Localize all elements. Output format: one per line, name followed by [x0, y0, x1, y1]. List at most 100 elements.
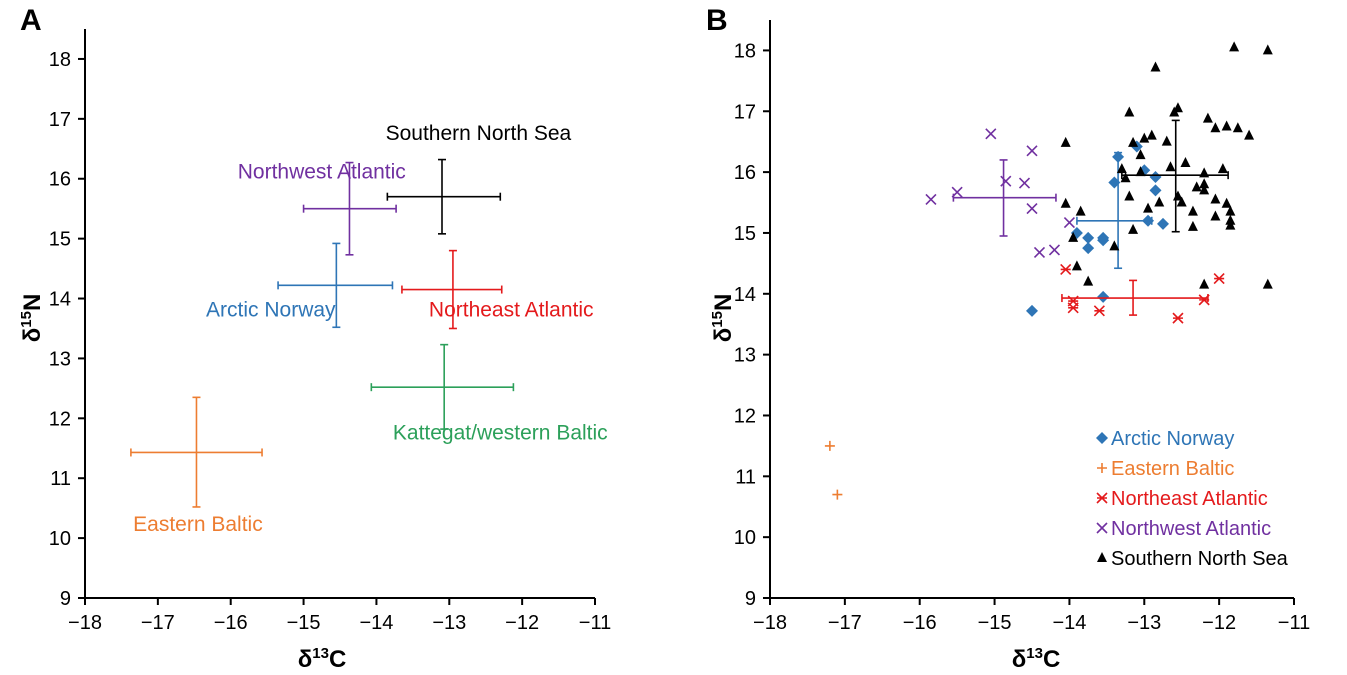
panel-b-southern-north-sea-point [1154, 196, 1165, 207]
panel-b-y-tick-label: 13 [734, 345, 756, 367]
panel-a-x-tick-label: −18 [68, 612, 102, 634]
panel-b-northwest-atlantic-point [1063, 217, 1075, 229]
panel-a-y-tick-label: 16 [49, 169, 71, 191]
panel-a-eastern-baltic-label: Eastern Baltic [133, 513, 263, 536]
panel-b-x-tick-label: −17 [828, 612, 862, 634]
panel-a-x-tick-label: −16 [214, 612, 248, 634]
legend-northeast-atlantic-marker [1096, 492, 1108, 504]
panel-b-southern-north-sea-point [1262, 278, 1273, 289]
panel-b-y-tick-label: 15 [734, 223, 756, 245]
panel-b-x-tick-label: −18 [753, 612, 787, 634]
panel-b-southern-north-sea-point [1135, 149, 1146, 160]
panel-b-southern-north-sea-point [1128, 223, 1139, 234]
panel-b-northeast-atlantic-point [1213, 273, 1225, 285]
panel-b-y-axis-label: δ15N [709, 294, 737, 343]
panel-a-y-tick-label: 14 [49, 289, 71, 311]
panel-b-y-tick-label: 9 [745, 588, 756, 610]
panel-a-kattegat-western-baltic-label: Kattegat/western Baltic [393, 421, 608, 444]
panel-a-northeast-atlantic-label: Northeast Atlantic [429, 298, 594, 321]
panel-a-plot: −18 −17 −16 −15 −14 −13 −12 −11 9 10 11 12 13 14 15 16 1… [49, 29, 611, 634]
panel-a-x-tick-label: −14 [359, 612, 393, 634]
panel-b-southern-north-sea-point [1187, 205, 1198, 216]
panel-b-southern-north-sea-point [1232, 122, 1243, 133]
panel-b-southern-north-sea-point [1143, 202, 1154, 213]
panel-b-southern-north-sea-point [1150, 61, 1161, 72]
panel-b-x-tick-label: −15 [978, 612, 1012, 634]
panel-b-southern-north-sea-point [1124, 106, 1135, 117]
panel-b-southern-north-sea-point [1199, 278, 1210, 289]
panel-b-southern-north-sea-point [1116, 163, 1127, 174]
panel-b-southern-north-sea-point [1210, 210, 1221, 221]
panel-b-southern-north-sea-point [1229, 41, 1240, 52]
panel-b-southern-north-sea-point [1120, 172, 1131, 183]
panel-b-southern-north-sea-point [1217, 163, 1228, 174]
panel-b-x-axis-label: δ13C [1012, 645, 1061, 673]
panel-b-eastern-baltic-point [824, 440, 835, 451]
panel-b-y-tick-label: 16 [734, 162, 756, 184]
panel-b-southern-north-sea-point [1210, 193, 1221, 204]
panel-b-northwest-atlantic-point [1000, 175, 1012, 187]
panel-b-y-tick-label: 17 [734, 101, 756, 123]
panel-b-southern-north-sea-point [1071, 260, 1082, 271]
panel-b-southern-north-sea-point [1128, 136, 1139, 147]
panel-b-southern-north-sea-point [1191, 181, 1202, 192]
panel-a-southern-north-sea-label: Southern North Sea [386, 122, 572, 145]
panel-b-northwest-atlantic-point [985, 128, 997, 140]
panel-b-southern-north-sea-point [1202, 112, 1213, 123]
panel-a-x-tick-label: −17 [141, 612, 175, 634]
panel-b-southern-north-sea-point [1187, 220, 1198, 231]
panel-b-x-tick-label: −12 [1202, 612, 1236, 634]
panel-a-y-tick-label: 12 [49, 408, 71, 430]
panel-b-southern-north-sea-point [1139, 132, 1150, 143]
panel-b-southern-north-sea-point [1199, 178, 1210, 189]
panel-b-southern-north-sea-point [1060, 197, 1071, 208]
panel-a-x-tick-label: −13 [432, 612, 466, 634]
panel-b-arctic-norway-point [1097, 234, 1110, 247]
panel-a: A −18 −17 −16 −15 −14 −13 −12 −11 9 10 11 12 13 14 15 1… [18, 4, 611, 673]
panel-a-x-tick-label: −11 [579, 612, 611, 634]
panel-b-northwest-atlantic-point [1026, 145, 1038, 157]
panel-a-x-axis-label: δ13C [298, 645, 347, 673]
panel-b-southern-north-sea-point [1172, 102, 1183, 113]
panel-b-southern-north-sea-point [1135, 166, 1146, 177]
panel-b-southern-north-sea-point [1075, 205, 1086, 216]
panel-b-southern-north-sea-point [1083, 275, 1094, 286]
panel-b-southern-north-sea-point [1060, 136, 1071, 147]
panel-b-x-tick-label: −14 [1052, 612, 1086, 634]
panel-a-northwest-atlantic-label: Northwest Atlantic [238, 161, 406, 184]
panel-b-arctic-norway-point [1157, 217, 1169, 230]
panel-a-y-axis-label: δ15N [18, 294, 46, 343]
panel-b-southern-north-sea-point [1199, 184, 1210, 195]
panel-a-y-tick-label: 10 [49, 528, 71, 550]
panel-b-arctic-norway-point [1149, 170, 1162, 183]
panel-b-southern-north-sea-point [1146, 129, 1157, 140]
legend-eastern-baltic-label: Eastern Baltic [1111, 458, 1234, 480]
panel-b-southern-north-sea-point [1225, 219, 1236, 230]
legend-southern-north-sea-marker [1097, 552, 1107, 562]
panel-b-x-tick-label: −11 [1278, 612, 1310, 634]
panel-b-x-tick-label: −16 [903, 612, 937, 634]
legend-eastern-baltic-marker [1097, 463, 1107, 473]
panel-a-y-tick-label: 11 [50, 468, 71, 490]
panel-b: B −18 −17 −16 −15 −14 −13 −12 −11 9 10 11 12 13 14 15 1… [706, 4, 1310, 673]
panel-b-y-tick-label: 11 [735, 466, 756, 488]
panel-b-northwest-atlantic-point [1026, 203, 1038, 215]
panel-b-southern-north-sea-point [1244, 129, 1255, 140]
panel-a-letter: A [20, 4, 42, 37]
panel-b-southern-north-sea-point [1221, 197, 1232, 208]
panel-b-southern-north-sea-point [1109, 240, 1120, 251]
legend-northwest-atlantic-marker [1096, 522, 1108, 534]
panel-b-arctic-norway-point [1097, 290, 1110, 303]
panel-b-northeast-atlantic-point [1067, 302, 1079, 314]
panel-b-x-tick-label: −13 [1127, 612, 1161, 634]
panel-b-southern-north-sea-point [1161, 135, 1172, 146]
panel-b-northwest-atlantic-point [1048, 244, 1061, 256]
legend-arctic-norway-marker [1096, 432, 1108, 444]
panel-b-arctic-norway-point [1026, 304, 1038, 317]
legend-northwest-atlantic-label: Northwest Atlantic [1111, 518, 1271, 540]
panel-b-plot: −18 −17 −16 −15 −14 −13 −12 −11 9 10 11 12 13 14 15 16 1… [734, 20, 1310, 634]
legend-arctic-norway-label: Arctic Norway [1111, 428, 1234, 450]
panel-b-letter: B [706, 4, 728, 37]
panel-b-arctic-norway-point [1149, 184, 1162, 197]
